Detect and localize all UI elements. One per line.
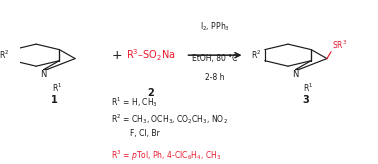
Text: N: N [292, 71, 299, 80]
Text: R$^1$: R$^1$ [304, 82, 314, 94]
Text: I$_2$, PPh$_3$: I$_2$, PPh$_3$ [200, 20, 230, 33]
Text: R$^1$ = H, CH$_3$: R$^1$ = H, CH$_3$ [111, 95, 158, 109]
Text: 2: 2 [147, 88, 154, 98]
Text: +: + [111, 49, 122, 62]
Text: SR$^3$: SR$^3$ [332, 38, 347, 51]
Text: N: N [40, 71, 47, 80]
Text: 3: 3 [302, 95, 309, 105]
Text: R$^3$ = $p$Tol, Ph, 4-ClC$_6$H$_4$, CH$_3$: R$^3$ = $p$Tol, Ph, 4-ClC$_6$H$_4$, CH$_… [111, 149, 222, 164]
Text: EtOH, 80 °C: EtOH, 80 °C [192, 54, 238, 63]
Text: F, Cl, Br: F, Cl, Br [130, 129, 160, 138]
Text: 1: 1 [51, 95, 57, 105]
Text: R$^3$–SO$_2$Na: R$^3$–SO$_2$Na [126, 47, 175, 63]
Text: R$^2$: R$^2$ [251, 49, 261, 61]
Text: 2-8 h: 2-8 h [205, 73, 225, 82]
Text: R$^2$: R$^2$ [0, 49, 9, 61]
Text: R$^2$ = CH$_3$, OCH$_3$, CO$_2$CH$_3$, NO$_2$: R$^2$ = CH$_3$, OCH$_3$, CO$_2$CH$_3$, N… [111, 112, 228, 126]
Text: R$^1$: R$^1$ [52, 82, 62, 94]
